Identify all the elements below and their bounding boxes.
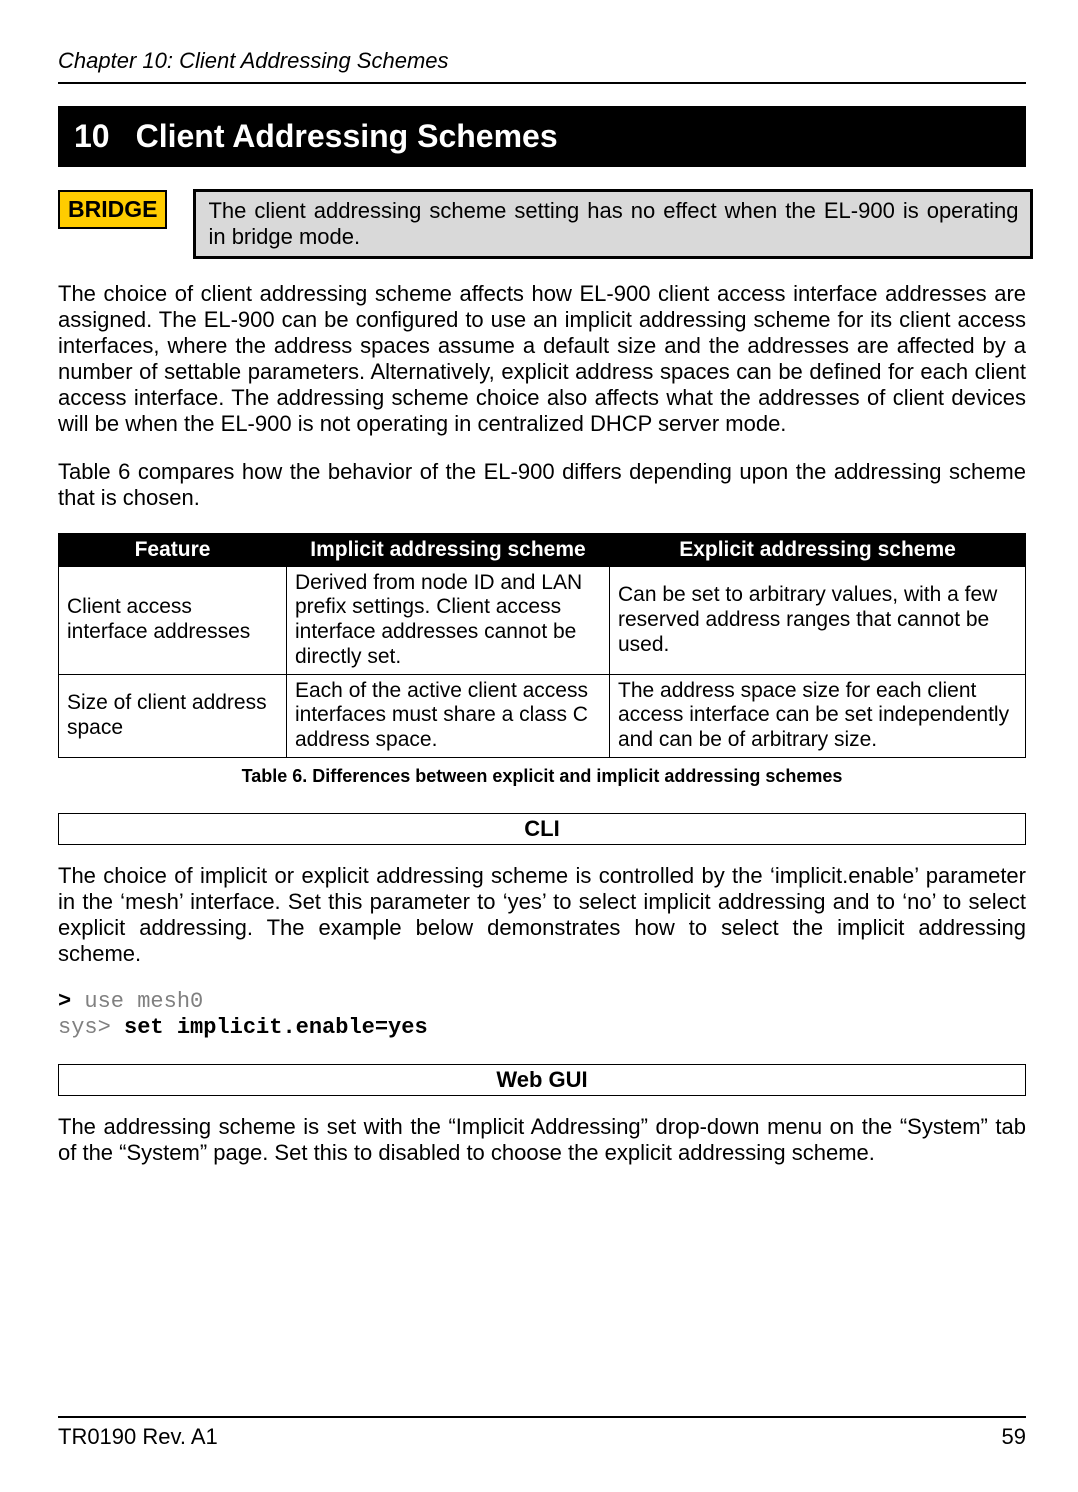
table-row: Client access interface addresses Derive… [59, 566, 1026, 674]
cli-prompt: sys> [58, 1015, 124, 1040]
intro-paragraph-1: The choice of client addressing scheme a… [58, 281, 1026, 437]
footer-rule [58, 1416, 1026, 1418]
cli-command: set implicit.enable=yes [124, 1015, 428, 1040]
table-cell: Client access interface addresses [59, 566, 287, 674]
table-cell: Derived from node ID and LAN prefix sett… [287, 566, 610, 674]
comparison-table: Feature Implicit addressing scheme Expli… [58, 533, 1026, 758]
table-header-feature: Feature [59, 533, 287, 566]
table-cell: The address space size for each client a… [610, 674, 1026, 757]
footer-page-number: 59 [1002, 1424, 1026, 1450]
webgui-paragraph: The addressing scheme is set with the “I… [58, 1114, 1026, 1166]
cli-section-header: CLI [58, 813, 1026, 845]
chapter-title: Client Addressing Schemes [136, 118, 558, 154]
table-header-implicit: Implicit addressing scheme [287, 533, 610, 566]
table-header-explicit: Explicit addressing scheme [610, 533, 1026, 566]
table-cell: Can be set to arbitrary values, with a f… [610, 566, 1026, 674]
table-row: Size of client address space Each of the… [59, 674, 1026, 757]
chapter-title-bar: 10 Client Addressing Schemes [58, 106, 1026, 167]
bridge-label: BRIDGE [58, 190, 167, 229]
intro-paragraph-2: Table 6 compares how the behavior of the… [58, 459, 1026, 511]
table-caption: Table 6. Differences between explicit an… [58, 766, 1026, 787]
page-footer: TR0190 Rev. A1 59 [58, 1416, 1026, 1450]
bridge-callout: BRIDGE The client addressing scheme sett… [58, 189, 1026, 259]
cli-command: use mesh0 [71, 989, 203, 1014]
chapter-number: 10 [74, 118, 110, 154]
table-cell: Size of client address space [59, 674, 287, 757]
webgui-section-header: Web GUI [58, 1064, 1026, 1096]
cli-paragraph: The choice of implicit or explicit addre… [58, 863, 1026, 967]
cli-example: > use mesh0 sys> set implicit.enable=yes [58, 989, 1026, 1042]
running-header: Chapter 10: Client Addressing Schemes [58, 48, 1026, 74]
footer-doc-id: TR0190 Rev. A1 [58, 1424, 218, 1450]
table-cell: Each of the active client access interfa… [287, 674, 610, 757]
cli-prompt: > [58, 989, 71, 1014]
header-rule [58, 82, 1026, 84]
bridge-note: The client addressing scheme setting has… [193, 189, 1033, 259]
